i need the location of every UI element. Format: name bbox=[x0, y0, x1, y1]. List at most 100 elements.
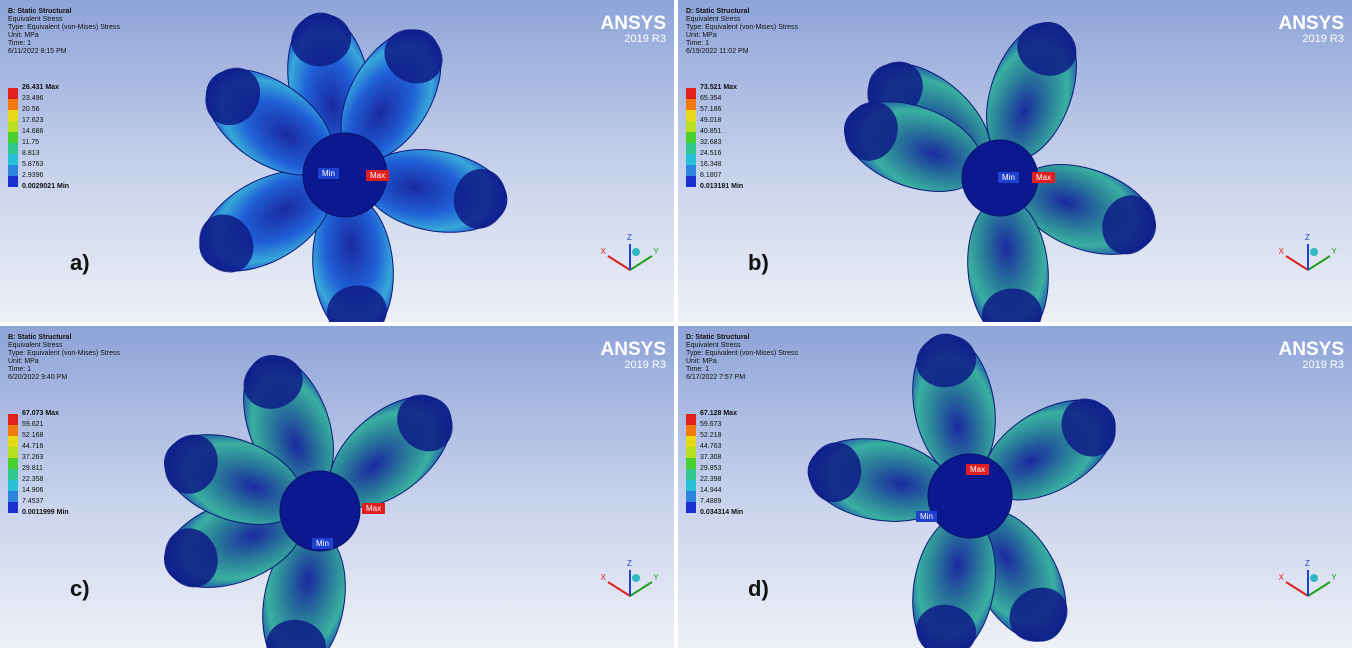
axis-arrow bbox=[1286, 582, 1308, 596]
header-line: Time: 1 bbox=[686, 366, 798, 374]
panel-label: b) bbox=[748, 250, 769, 276]
legend-swatch bbox=[686, 425, 696, 436]
legend-value: 67.128 Max bbox=[700, 410, 737, 417]
legend-swatch bbox=[8, 121, 18, 132]
header-line: 6/19/2022 11:02 PM bbox=[686, 48, 798, 56]
legend-swatch bbox=[686, 154, 696, 165]
legend-value: 40.851 bbox=[700, 128, 721, 135]
logo-name: ANSYS bbox=[601, 340, 666, 359]
axis-arrow bbox=[630, 256, 652, 270]
legend-swatch bbox=[8, 414, 18, 425]
triad-ball bbox=[1310, 248, 1318, 256]
legend-swatch bbox=[8, 425, 18, 436]
legend-swatch bbox=[8, 110, 18, 121]
triad-ball bbox=[632, 574, 640, 582]
legend-value: 65.354 bbox=[700, 95, 721, 102]
legend-value: 0.034314 Min bbox=[700, 509, 743, 516]
axis-label: Y bbox=[1331, 573, 1336, 582]
header-line: Equivalent Stress bbox=[686, 342, 798, 350]
min-tag: Min bbox=[998, 172, 1019, 183]
axis-arrow bbox=[1308, 256, 1330, 270]
triad-ball bbox=[1310, 574, 1318, 582]
legend-value: 24.516 bbox=[700, 150, 721, 157]
header-line: Time: 1 bbox=[8, 40, 120, 48]
ansys-logo: ANSYS2019 R3 bbox=[601, 14, 666, 45]
axis-label: X bbox=[1279, 247, 1284, 256]
legend-value: 0.0029021 Min bbox=[22, 183, 69, 190]
legend-value: 59.621 bbox=[22, 421, 43, 428]
result-header: B: Static StructuralEquivalent StressTyp… bbox=[8, 334, 120, 382]
axis-label: X bbox=[1279, 573, 1284, 582]
header-line: Type: Equivalent (von-Mises) Stress bbox=[8, 350, 120, 358]
legend-swatch bbox=[686, 447, 696, 458]
logo-version: 2019 R3 bbox=[1279, 359, 1344, 371]
legend-swatch bbox=[8, 469, 18, 480]
legend-value: 2.9396 bbox=[22, 172, 43, 179]
axis-label: Z bbox=[1305, 233, 1310, 242]
panel-label: c) bbox=[70, 576, 90, 602]
header-line: Type: Equivalent (von-Mises) Stress bbox=[686, 24, 798, 32]
header-line: Type: Equivalent (von-Mises) Stress bbox=[8, 24, 120, 32]
legend-swatch bbox=[686, 176, 696, 187]
legend-swatch bbox=[686, 458, 696, 469]
header-line: Unit: MPa bbox=[8, 32, 120, 40]
legend-swatch bbox=[686, 491, 696, 502]
legend-swatch bbox=[686, 502, 696, 513]
legend-value: 14.944 bbox=[700, 487, 721, 494]
legend-value: 20.56 bbox=[22, 106, 40, 113]
legend-value: 14.906 bbox=[22, 487, 43, 494]
legend-value: 49.018 bbox=[700, 117, 721, 124]
legend-value: 29.811 bbox=[22, 465, 43, 472]
header-line: Time: 1 bbox=[686, 40, 798, 48]
legend-swatch bbox=[686, 436, 696, 447]
legend-value: 7.4889 bbox=[700, 498, 721, 505]
legend-value: 52.168 bbox=[22, 432, 43, 439]
legend-value: 44.763 bbox=[700, 443, 721, 450]
header-line: 6/20/2022 9:40 PM bbox=[8, 374, 120, 382]
legend-value: 22.358 bbox=[22, 476, 43, 483]
legend-value: 14.686 bbox=[22, 128, 43, 135]
legend-value: 44.716 bbox=[22, 443, 43, 450]
legend-value: 0.013181 Min bbox=[700, 183, 743, 190]
legend-swatch bbox=[686, 414, 696, 425]
legend-swatch bbox=[8, 132, 18, 143]
ansys-logo: ANSYS2019 R3 bbox=[1279, 14, 1344, 45]
legend-swatch bbox=[686, 99, 696, 110]
max-tag: Max bbox=[362, 503, 385, 514]
legend-swatch bbox=[686, 110, 696, 121]
ansys-logo: ANSYS2019 R3 bbox=[601, 340, 666, 371]
legend-value: 32.683 bbox=[700, 139, 721, 146]
min-tag: Min bbox=[916, 511, 937, 522]
max-tag: Max bbox=[1032, 172, 1055, 183]
legend-value: 16.348 bbox=[700, 161, 721, 168]
legend-swatch bbox=[8, 176, 18, 187]
header-line: Equivalent Stress bbox=[8, 16, 120, 24]
legend-value: 0.0011999 Min bbox=[22, 509, 69, 516]
axis-arrow bbox=[1308, 582, 1330, 596]
legend-value: 5.8763 bbox=[22, 161, 43, 168]
header-line: B: Static Structural bbox=[8, 8, 120, 16]
legend-value: 73.521 Max bbox=[700, 84, 737, 91]
axis-label: X bbox=[601, 573, 606, 582]
header-line: 6/11/2022 8:15 PM bbox=[8, 48, 120, 56]
ansys-logo: ANSYS2019 R3 bbox=[1279, 340, 1344, 371]
axis-arrow bbox=[608, 256, 630, 270]
legend-value: 37.308 bbox=[700, 454, 721, 461]
header-line: Equivalent Stress bbox=[686, 16, 798, 24]
header-line: Type: Equivalent (von-Mises) Stress bbox=[686, 350, 798, 358]
legend-swatch bbox=[686, 121, 696, 132]
legend-swatch bbox=[8, 502, 18, 513]
legend-swatch bbox=[8, 458, 18, 469]
legend-value: 59.673 bbox=[700, 421, 721, 428]
legend-swatch bbox=[686, 132, 696, 143]
header-line: Time: 1 bbox=[8, 366, 120, 374]
legend-value: 23.496 bbox=[22, 95, 43, 102]
axis-label: Z bbox=[627, 559, 632, 568]
logo-version: 2019 R3 bbox=[1279, 33, 1344, 45]
max-tag: Max bbox=[966, 464, 989, 475]
header-line: Equivalent Stress bbox=[8, 342, 120, 350]
axis-label: Z bbox=[627, 233, 632, 242]
